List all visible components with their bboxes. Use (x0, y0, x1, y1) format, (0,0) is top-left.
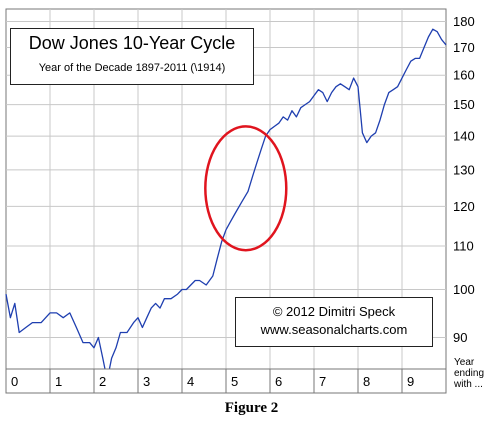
y-tick-label-160: 160 (453, 68, 475, 83)
y-tick-label-130: 130 (453, 162, 475, 177)
y-tick-label-100: 100 (453, 282, 475, 297)
x-tick-label-3: 3 (143, 374, 150, 389)
credit-copyright: © 2012 Dimitri Speck (272, 304, 396, 319)
x-tick-label-7: 7 (319, 374, 326, 389)
credit-box: © 2012 Dimitri Speck www.seasonalcharts.… (235, 297, 433, 347)
y-tick-label-170: 170 (453, 40, 475, 55)
x-tick-label-9: 9 (407, 374, 414, 389)
series-line (5, 28, 447, 381)
chart-subtitle: Year of the Decade 1897-2011 (\1914) (38, 62, 226, 74)
x-axis-note: Year ending with ... (454, 357, 484, 390)
x-tick-label-0: 0 (11, 374, 18, 389)
x-tick-label-2: 2 (99, 374, 106, 389)
y-tick-label-110: 110 (453, 239, 474, 254)
x-axis-note-line-1: Year (454, 357, 475, 368)
figure-caption: Figure 2 (224, 400, 279, 416)
credit-website: www.seasonalcharts.com (260, 322, 408, 337)
x-axis-note-line-2: ending (454, 368, 485, 379)
highlight-ellipse (204, 125, 288, 252)
x-tick-label-4: 4 (187, 374, 194, 389)
y-tick-labels: 90 100 110 120 130 140 150 160 170 180 (453, 14, 475, 345)
y-tick-label-120: 120 (453, 199, 475, 214)
x-tick-marks (49, 369, 403, 393)
y-tick-label-140: 140 (453, 129, 475, 144)
chart-title: Dow Jones 10-Year Cycle (28, 33, 236, 53)
y-tick-label-180: 180 (453, 14, 475, 29)
x-tick-label-1: 1 (55, 374, 62, 389)
y-tick-label-150: 150 (453, 97, 475, 112)
x-axis-note-line-3: with ... (454, 379, 483, 390)
x-tick-label-6: 6 (275, 374, 282, 389)
x-tick-label-8: 8 (363, 374, 370, 389)
y-tick-label-90: 90 (453, 330, 467, 345)
x-tick-label-5: 5 (231, 374, 238, 389)
chart-title-box: Dow Jones 10-Year Cycle Year of the Deca… (10, 28, 254, 85)
